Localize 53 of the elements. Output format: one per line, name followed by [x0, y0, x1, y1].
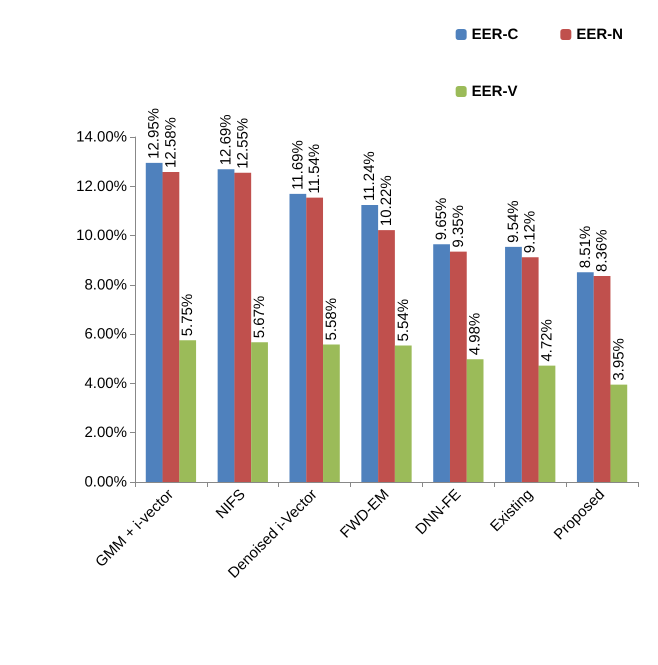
- data-label: 5.58%: [322, 298, 340, 340]
- y-tick-label: 12.00%: [76, 178, 127, 195]
- data-label: 8.36%: [594, 229, 611, 272]
- data-label: 9.65%: [433, 198, 450, 240]
- data-label: 3.95%: [610, 338, 628, 381]
- bar: [378, 230, 395, 482]
- bar: [289, 194, 306, 482]
- y-tick-label: 0.00%: [84, 474, 127, 490]
- bar: [146, 162, 163, 482]
- y-tick-label: 14.00%: [76, 128, 127, 146]
- bar: [610, 384, 628, 482]
- bar: [594, 276, 610, 482]
- bar: [394, 345, 412, 482]
- bar: [218, 169, 234, 482]
- bar: [306, 198, 324, 482]
- bar: [450, 252, 467, 482]
- data-label: 11.69%: [289, 140, 306, 190]
- legend-label: EER-V: [472, 83, 518, 100]
- data-label: 8.51%: [576, 226, 594, 268]
- bar: [234, 172, 252, 482]
- bar: [505, 246, 522, 482]
- bar: [251, 342, 268, 482]
- y-tick-label: 4.00%: [84, 374, 127, 392]
- data-label: 4.72%: [538, 319, 556, 362]
- bar: [538, 366, 556, 482]
- y-tick-label: 10.00%: [76, 227, 127, 244]
- data-label: 12.55%: [234, 118, 252, 169]
- data-label: 12.58%: [162, 117, 180, 168]
- bar: [522, 257, 539, 482]
- bar: [162, 172, 180, 482]
- y-tick-label: 8.00%: [84, 276, 127, 294]
- data-label: 10.22%: [378, 175, 395, 226]
- bar: [361, 205, 378, 482]
- data-label: 4.98%: [466, 312, 484, 356]
- data-label: 12.69%: [218, 114, 235, 166]
- data-label: 5.67%: [251, 296, 268, 338]
- data-label: 11.24%: [361, 151, 378, 202]
- data-label: 5.54%: [394, 298, 412, 342]
- data-label: 9.54%: [504, 200, 522, 243]
- data-label: 11.54%: [306, 144, 324, 194]
- legend-label: EER-N: [576, 26, 623, 43]
- y-tick-label: 2.00%: [84, 424, 127, 442]
- bar: [179, 340, 196, 482]
- bar: [433, 244, 450, 482]
- bar: [576, 272, 594, 482]
- bar: [323, 344, 340, 482]
- data-label: 5.75%: [179, 294, 196, 336]
- data-label: 9.35%: [450, 205, 467, 248]
- data-label: 12.95%: [146, 108, 163, 159]
- data-label: 9.12%: [522, 210, 539, 254]
- legend-label: EER-C: [472, 26, 518, 43]
- y-tick-label: 6.00%: [84, 326, 127, 343]
- bar: [466, 359, 484, 482]
